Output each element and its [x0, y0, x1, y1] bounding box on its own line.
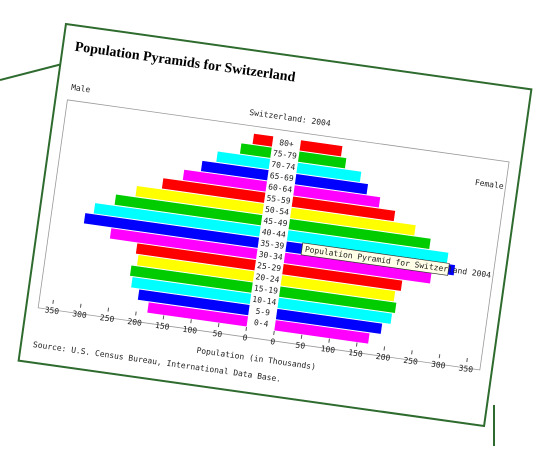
- x-tick: [107, 307, 110, 312]
- plot: 0 0 50 50 100 100 150 150 200 200 250 250 300 300 350 3…: [44, 133, 492, 374]
- connector-line: [0, 61, 71, 81]
- bar: [291, 196, 396, 222]
- bar: [286, 230, 449, 263]
- bar: [135, 186, 264, 215]
- x-tick: [190, 319, 192, 324]
- x-tick: [328, 338, 330, 343]
- x-tick-label: 200: [127, 317, 143, 328]
- age-label: 65-69: [269, 171, 294, 183]
- bar: [182, 169, 267, 192]
- bar: [131, 277, 252, 305]
- x-tick: [273, 330, 275, 335]
- age-label: 40-44: [261, 227, 286, 239]
- tooltip-box: [300, 242, 450, 276]
- x-tick: [217, 323, 220, 328]
- age-label: 0-4: [253, 318, 269, 329]
- bar: [283, 252, 432, 284]
- bar: [216, 151, 271, 170]
- bar: [294, 174, 369, 195]
- x-tick-label: 50: [212, 329, 223, 339]
- x-tick-label: 100: [182, 325, 198, 336]
- bar: [277, 297, 393, 324]
- age-label: 35-39: [260, 239, 285, 251]
- age-label: 10-14: [252, 295, 277, 307]
- age-label: 15-19: [253, 283, 278, 295]
- x-tick: [300, 334, 303, 339]
- bar: [137, 289, 250, 316]
- bar: [129, 265, 253, 293]
- age-label: 55-59: [266, 194, 291, 206]
- x-tick-label: 350: [458, 363, 474, 374]
- x-tick-label: 300: [430, 360, 446, 371]
- right-label: Female: [474, 178, 504, 191]
- bar: [296, 162, 362, 182]
- bar: [239, 143, 272, 158]
- x-tick: [135, 311, 137, 316]
- x-tick-label: 0: [242, 333, 248, 343]
- plot-frame: [37, 99, 510, 371]
- age-label: 45-49: [263, 216, 288, 228]
- bar: [274, 320, 370, 344]
- bar: [282, 263, 403, 291]
- x-tick: [383, 346, 386, 351]
- age-label: 75-79: [272, 149, 297, 161]
- card-border: [17, 22, 533, 428]
- x-tick: [245, 326, 248, 332]
- bar: [288, 218, 431, 250]
- x-tick-label: 350: [44, 305, 60, 316]
- x-tick-label: 150: [154, 321, 170, 332]
- bar: [147, 302, 249, 327]
- x-tick: [162, 315, 165, 320]
- bar: [93, 203, 261, 237]
- bar: [290, 207, 416, 236]
- bar: [280, 275, 396, 302]
- bar: [161, 178, 266, 203]
- age-label: 60-64: [268, 182, 293, 194]
- age-label: 20-24: [255, 272, 280, 284]
- x-tick-label: 150: [348, 348, 364, 359]
- x-tick-label: 0: [270, 337, 276, 347]
- bar: [299, 140, 343, 157]
- x-tick: [466, 357, 468, 363]
- x-tick-label: 50: [295, 341, 306, 351]
- bar: [298, 151, 347, 169]
- x-tick: [52, 299, 54, 304]
- bar: [293, 185, 381, 208]
- bar: [114, 194, 263, 226]
- left-label: Male: [71, 83, 92, 95]
- bar: [279, 286, 397, 313]
- age-label: 70-74: [271, 160, 296, 172]
- bar: [200, 160, 269, 181]
- age-label: 80+: [279, 138, 295, 149]
- chart-card: Population Pyramids for Switzerland Male…: [17, 22, 533, 428]
- bar: [135, 243, 256, 271]
- bar: [109, 228, 258, 260]
- bar: [275, 308, 383, 334]
- bar: [137, 255, 255, 282]
- age-label: 50-54: [264, 205, 289, 217]
- bar: [83, 213, 260, 248]
- x-tick-label: 100: [320, 344, 336, 355]
- age-label: 30-34: [258, 250, 283, 262]
- x-tick: [79, 303, 82, 308]
- x-tick-label: 200: [375, 352, 391, 363]
- x-tick: [411, 350, 413, 355]
- x-tick-label: 250: [99, 313, 115, 324]
- age-label: 5-9: [255, 307, 271, 318]
- age-label: 25-29: [257, 261, 282, 273]
- x-tick: [355, 342, 358, 347]
- x-tick: [438, 354, 441, 359]
- x-tick-label: 250: [403, 356, 419, 367]
- bar: [252, 133, 274, 147]
- x-tick-label: 300: [72, 309, 88, 320]
